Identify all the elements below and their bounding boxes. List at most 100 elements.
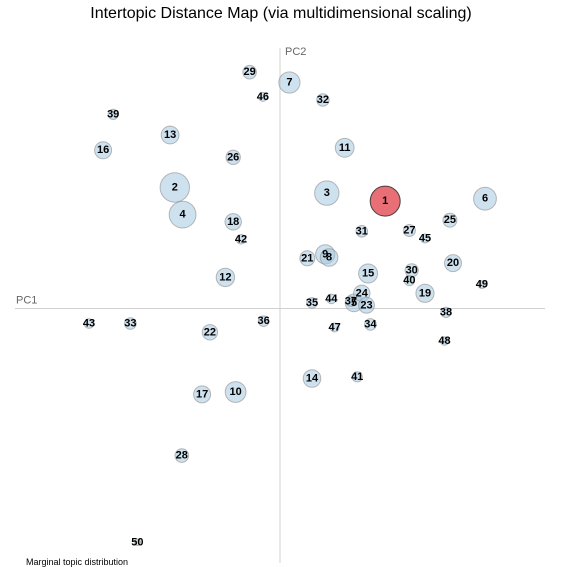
topic-label-41: 41 — [351, 371, 363, 383]
topic-bubble-26[interactable] — [225, 149, 241, 166]
topic-label-18: 18 — [227, 216, 239, 228]
topic-bubbles — [83, 64, 497, 546]
topic-label-15: 15 — [362, 268, 374, 280]
topic-bubble-47[interactable] — [329, 322, 340, 333]
topic-bubble-1[interactable] — [369, 185, 401, 217]
topic-bubble-38[interactable] — [440, 306, 452, 318]
topic-bubble-45[interactable] — [420, 233, 430, 244]
topic-bubble-7[interactable] — [278, 71, 301, 94]
topic-label-27: 27 — [403, 225, 415, 237]
topic-bubble-20[interactable] — [444, 254, 462, 273]
topic-label-6: 6 — [482, 193, 488, 205]
topic-label-35: 35 — [306, 297, 318, 309]
topic-bubble-44[interactable] — [326, 293, 337, 305]
topic-bubble-37[interactable] — [345, 295, 357, 307]
topic-bubble-43[interactable] — [83, 318, 95, 329]
topic-label-38: 38 — [440, 306, 452, 318]
topic-bubble-11[interactable] — [334, 137, 355, 158]
topic-bubble-48[interactable] — [439, 336, 450, 346]
topic-label-12: 12 — [219, 271, 231, 283]
topic-label-46: 46 — [257, 91, 269, 103]
topic-label-19: 19 — [419, 287, 431, 299]
topic-label-8: 8 — [326, 252, 332, 264]
topic-bubble-10[interactable] — [224, 381, 247, 403]
topic-label-4: 4 — [180, 209, 187, 221]
topic-label-50: 50 — [131, 536, 143, 548]
topic-label-32: 32 — [317, 94, 329, 106]
topic-bubble-4[interactable] — [168, 200, 197, 229]
topic-label-30: 30 — [406, 264, 418, 276]
topic-label-34: 34 — [364, 318, 377, 330]
topic-bubble-39[interactable] — [107, 108, 119, 121]
topic-bubble-17[interactable] — [193, 385, 212, 404]
topic-bubble-6[interactable] — [473, 186, 497, 211]
topic-label-1: 1 — [382, 195, 388, 207]
topic-bubble-15[interactable] — [358, 263, 379, 284]
topic-label-42: 42 — [235, 233, 247, 245]
topic-bubble-23[interactable] — [358, 296, 375, 314]
topic-bubble-22[interactable] — [201, 324, 219, 341]
topic-bubble-35[interactable] — [306, 297, 318, 309]
topic-label-28: 28 — [176, 450, 188, 462]
topic-bubble-27[interactable] — [402, 224, 416, 237]
topic-bubble-32[interactable] — [316, 93, 330, 107]
topic-bubble-50[interactable] — [133, 538, 142, 546]
topic-bubble-16[interactable] — [94, 141, 113, 160]
topic-bubble-18[interactable] — [224, 213, 242, 231]
topic-bubble-28[interactable] — [174, 448, 190, 463]
topic-bubble-46[interactable] — [257, 91, 268, 102]
topic-bubble-41[interactable] — [351, 371, 363, 383]
topic-label-2: 2 — [172, 182, 178, 194]
topic-label-29: 29 — [243, 66, 255, 78]
topic-label-43: 43 — [83, 318, 95, 330]
topic-label-33: 33 — [124, 318, 136, 330]
pc1-axis-label: PC1 — [16, 294, 37, 306]
topic-bubble-19[interactable] — [415, 283, 435, 303]
topic-label-14: 14 — [306, 373, 319, 385]
topic-bubble-40[interactable] — [403, 275, 415, 287]
topic-bubble-3[interactable] — [314, 180, 340, 206]
topic-label-24: 24 — [356, 287, 369, 299]
topic-label-17: 17 — [196, 388, 208, 400]
topic-bubble-8[interactable] — [319, 248, 339, 267]
topic-label-49: 49 — [476, 279, 488, 291]
topic-label-48: 48 — [438, 335, 450, 347]
topic-label-45: 45 — [419, 233, 431, 245]
topic-label-21: 21 — [301, 252, 313, 264]
topic-bubble-34[interactable] — [364, 318, 377, 331]
topic-bubble-31[interactable] — [355, 225, 369, 238]
topic-label-22: 22 — [204, 326, 216, 338]
topic-bubble-42[interactable] — [235, 234, 247, 245]
topic-label-7: 7 — [286, 77, 292, 89]
marginal-distribution-note: Marginal topic distribution — [26, 557, 129, 567]
topic-bubble-14[interactable] — [302, 369, 322, 388]
topic-label-26: 26 — [227, 151, 239, 163]
topic-bubble-29[interactable] — [242, 64, 257, 80]
chart-title: Intertopic Distance Map (via multidimens… — [90, 5, 472, 22]
topic-bubble-2[interactable] — [159, 172, 191, 203]
topic-label-25: 25 — [444, 214, 456, 226]
topic-label-9: 9 — [322, 248, 328, 260]
topic-label-40: 40 — [403, 275, 415, 287]
pc2-axis-label: PC2 — [285, 46, 306, 58]
topic-label-10: 10 — [229, 386, 241, 398]
topic-label-47: 47 — [328, 322, 340, 334]
topic-label-31: 31 — [356, 225, 368, 237]
topic-label-20: 20 — [447, 257, 459, 269]
topic-bubble-12[interactable] — [215, 267, 236, 288]
topic-label-3: 3 — [324, 187, 330, 199]
topic-label-36: 36 — [257, 315, 269, 327]
topic-label-44: 44 — [325, 293, 338, 305]
topic-bubble-25[interactable] — [442, 212, 458, 228]
topic-bubble-33[interactable] — [124, 317, 137, 330]
topic-label-37: 37 — [345, 295, 357, 307]
topic-label-16: 16 — [97, 144, 109, 156]
topic-bubble-36[interactable] — [257, 315, 270, 328]
topic-bubble-13[interactable] — [160, 125, 180, 145]
topic-bubble-21[interactable] — [299, 250, 316, 267]
topic-bubble-49[interactable] — [477, 280, 487, 290]
topic-label-39: 39 — [107, 108, 119, 120]
topic-label-23: 23 — [360, 299, 372, 311]
topic-labels: 12 34567891011121314151617181920212223242… — [83, 66, 488, 548]
